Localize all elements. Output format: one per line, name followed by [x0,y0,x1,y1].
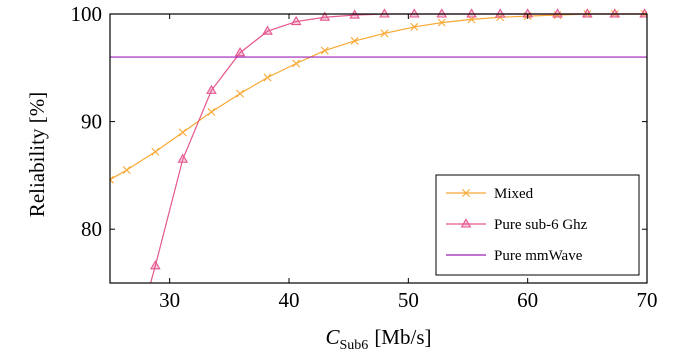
pure-sub-6-ghz-point [262,25,273,35]
mixed-point [350,36,359,45]
legend-label: Pure mmWave [494,248,583,264]
mixed-point [110,175,114,184]
pure-sub-6-ghz-point [319,11,331,21]
y-axis-label: Reliability [%] [25,92,49,217]
pure-sub-6-ghz-point [582,8,593,18]
mixed-point [236,89,245,98]
x-tick-label: 60 [517,288,538,312]
pure-sub-6-ghz-point [552,8,563,18]
mixed-point [122,166,131,175]
x-tick-label: 30 [159,288,180,312]
pure-sub-6-ghz-point [379,8,390,18]
pure-sub-6-ghz-point [234,47,246,57]
pure-sub-6-ghz-point [206,84,217,94]
x-tick-label: 40 [279,288,300,312]
mixed-point [292,59,301,68]
mixed-point [207,107,216,116]
legend-marker [462,189,470,197]
legend-item-mixed: Mixed [446,186,534,202]
pure-sub-6-ghz-point [290,15,302,26]
pure-sub-6-ghz-point [609,8,621,18]
mixed-point [151,147,160,156]
pure-sub-6-ghz-point [150,260,161,270]
mixed-point [178,128,187,137]
y-tick-label: 90 [81,110,102,134]
mixed-point [437,18,446,27]
x-tick-label: 70 [637,288,658,312]
x-axis-var: C [326,325,341,349]
x-tick-label: 50 [398,288,419,312]
pure-sub-6-ghz-point [466,8,477,18]
series-mixed [110,10,647,184]
plot-frame [109,13,648,284]
legend-label: Pure sub-6 Ghz [494,217,588,233]
y-tick-label: 80 [81,217,102,241]
pure-sub-6-ghz-point [494,8,506,18]
mixed-point [410,22,419,31]
x-axis-unit: [Mb/s] [374,325,431,349]
mixed-line [110,13,645,181]
legend-marker [460,218,472,228]
legend-item-pure-mmwave: Pure mmWave [446,248,583,264]
legend-item-pure-sub-6-ghz: Pure sub-6 Ghz [446,217,588,233]
mixed-point [320,46,329,55]
mixed-point [380,29,389,38]
pure-sub-6-ghz-point [639,8,647,18]
y-tick-label: 100 [71,2,103,26]
tick-layer: 30 40 50 60 70 80 90 100 [71,2,658,312]
pure-sub-6-ghz-point [408,8,420,18]
mixed-point [263,73,272,82]
x-axis-label: CSub6 [Mb/s] [326,325,432,353]
pure-sub-6-ghz-point [436,8,448,18]
legend-label: Mixed [494,186,534,202]
pure-sub-6-ghz-point [177,153,189,163]
x-axis-sub: Sub6 [340,338,369,353]
legend: Mixed Pure sub-6 Ghz Pure mmWave [435,174,640,276]
